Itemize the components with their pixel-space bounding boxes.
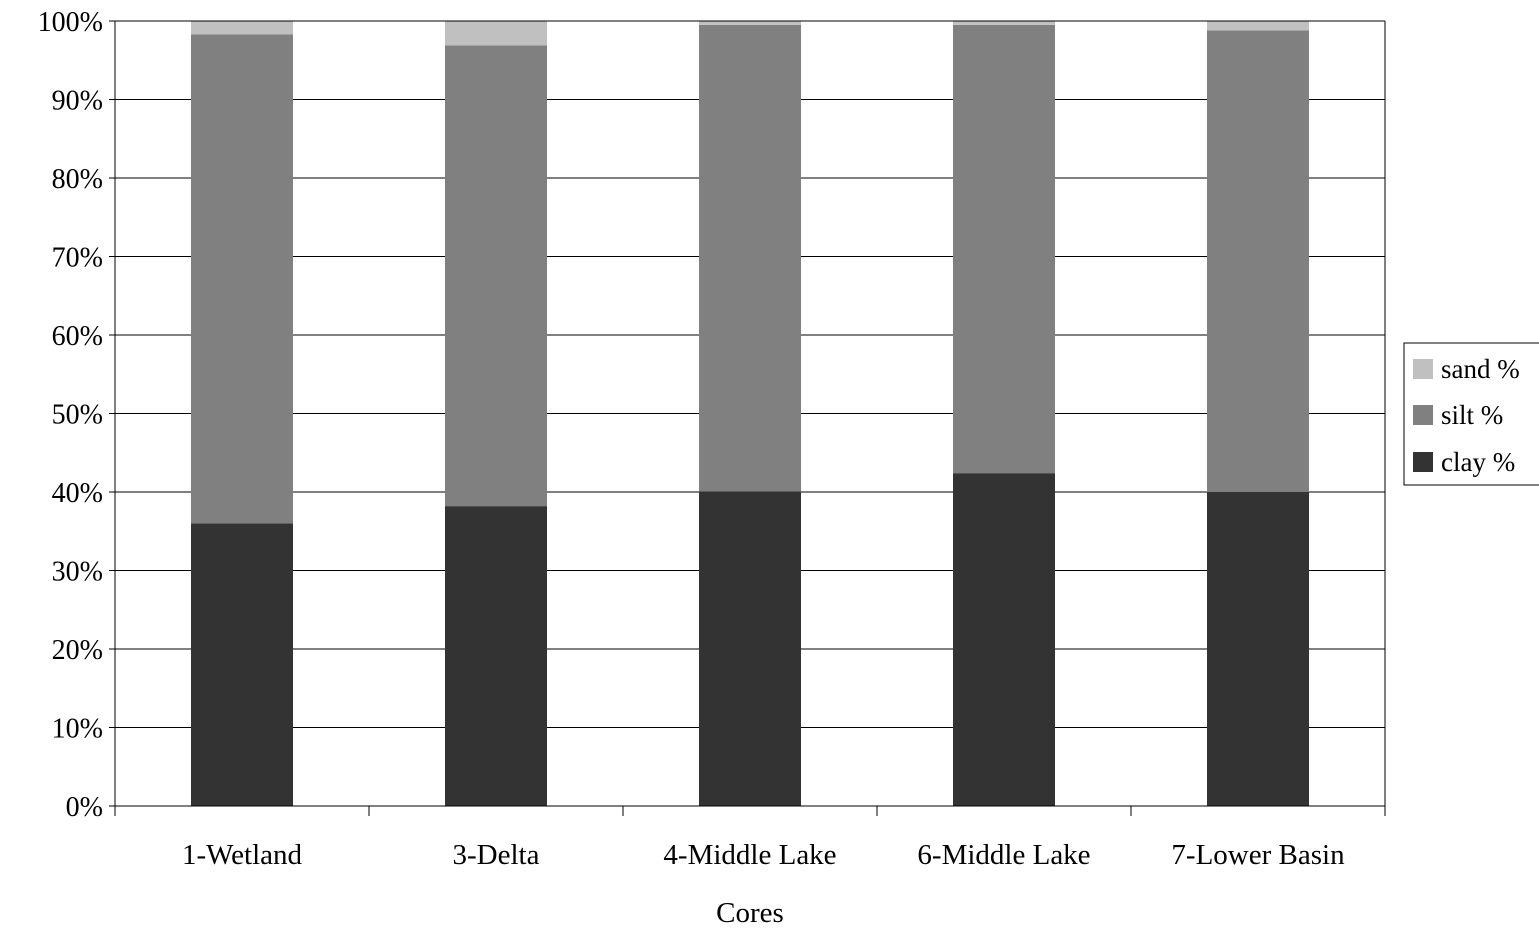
bar-segment-silt	[1207, 30, 1309, 492]
x-tick-label: 3-Delta	[453, 839, 540, 871]
bar-segment-silt	[445, 45, 547, 507]
y-tick-label: 0%	[66, 792, 103, 823]
bar-segment-sand	[953, 21, 1055, 25]
legend-label-sand: sand %	[1441, 354, 1520, 384]
legend: sand % silt % clay %	[1403, 342, 1539, 486]
bars	[191, 21, 1309, 806]
y-tick-label: 90%	[52, 86, 103, 117]
y-tick-label: 70%	[52, 243, 103, 274]
y-tick-label: 10%	[52, 714, 103, 745]
y-tick-label: 60%	[52, 321, 103, 352]
bar-segment-silt	[953, 24, 1055, 474]
bar-segment-clay	[445, 506, 547, 806]
y-tick-label: 50%	[52, 400, 103, 431]
legend-label-silt: silt %	[1441, 400, 1503, 430]
y-tick-label: 80%	[52, 164, 103, 195]
bar-segment-sand	[445, 21, 547, 46]
x-tick-label: 1-Wetland	[182, 839, 303, 871]
bar-segment-silt	[191, 34, 293, 524]
x-tick-label: 7-Lower Basin	[1171, 839, 1345, 871]
axes	[114, 20, 1386, 807]
y-tick-label: 100%	[38, 7, 103, 38]
bar-segment-clay	[953, 473, 1055, 806]
bar-segment-clay	[1207, 492, 1309, 806]
legend-label-clay: clay %	[1441, 447, 1515, 477]
bar-segment-clay	[191, 523, 293, 806]
y-tick-label: 30%	[52, 557, 103, 588]
x-tick-label: 6-Middle Lake	[917, 839, 1090, 871]
bar-segment-clay	[699, 491, 801, 806]
bar-segment-sand	[699, 21, 801, 25]
legend-swatch-clay	[1413, 452, 1433, 472]
y-tick-label: 40%	[52, 478, 103, 509]
legend-swatch-silt	[1413, 405, 1433, 425]
x-axis-ticks: 1-Wetland 3-Delta 4-Middle Lake 6-Middle La…	[114, 806, 1386, 871]
bar-segment-sand	[1207, 21, 1309, 31]
legend-swatch-sand	[1413, 359, 1433, 379]
bar-segment-sand	[191, 21, 293, 35]
x-tick-label: 4-Middle Lake	[663, 839, 836, 871]
x-axis-title: Cores	[716, 897, 784, 928]
bar-segment-silt	[699, 24, 801, 492]
y-axis-ticks: 0% 10% 20% 30% 40% 50% 60% 70% 80% 90% 100%	[38, 7, 115, 823]
y-tick-label: 20%	[52, 635, 103, 666]
